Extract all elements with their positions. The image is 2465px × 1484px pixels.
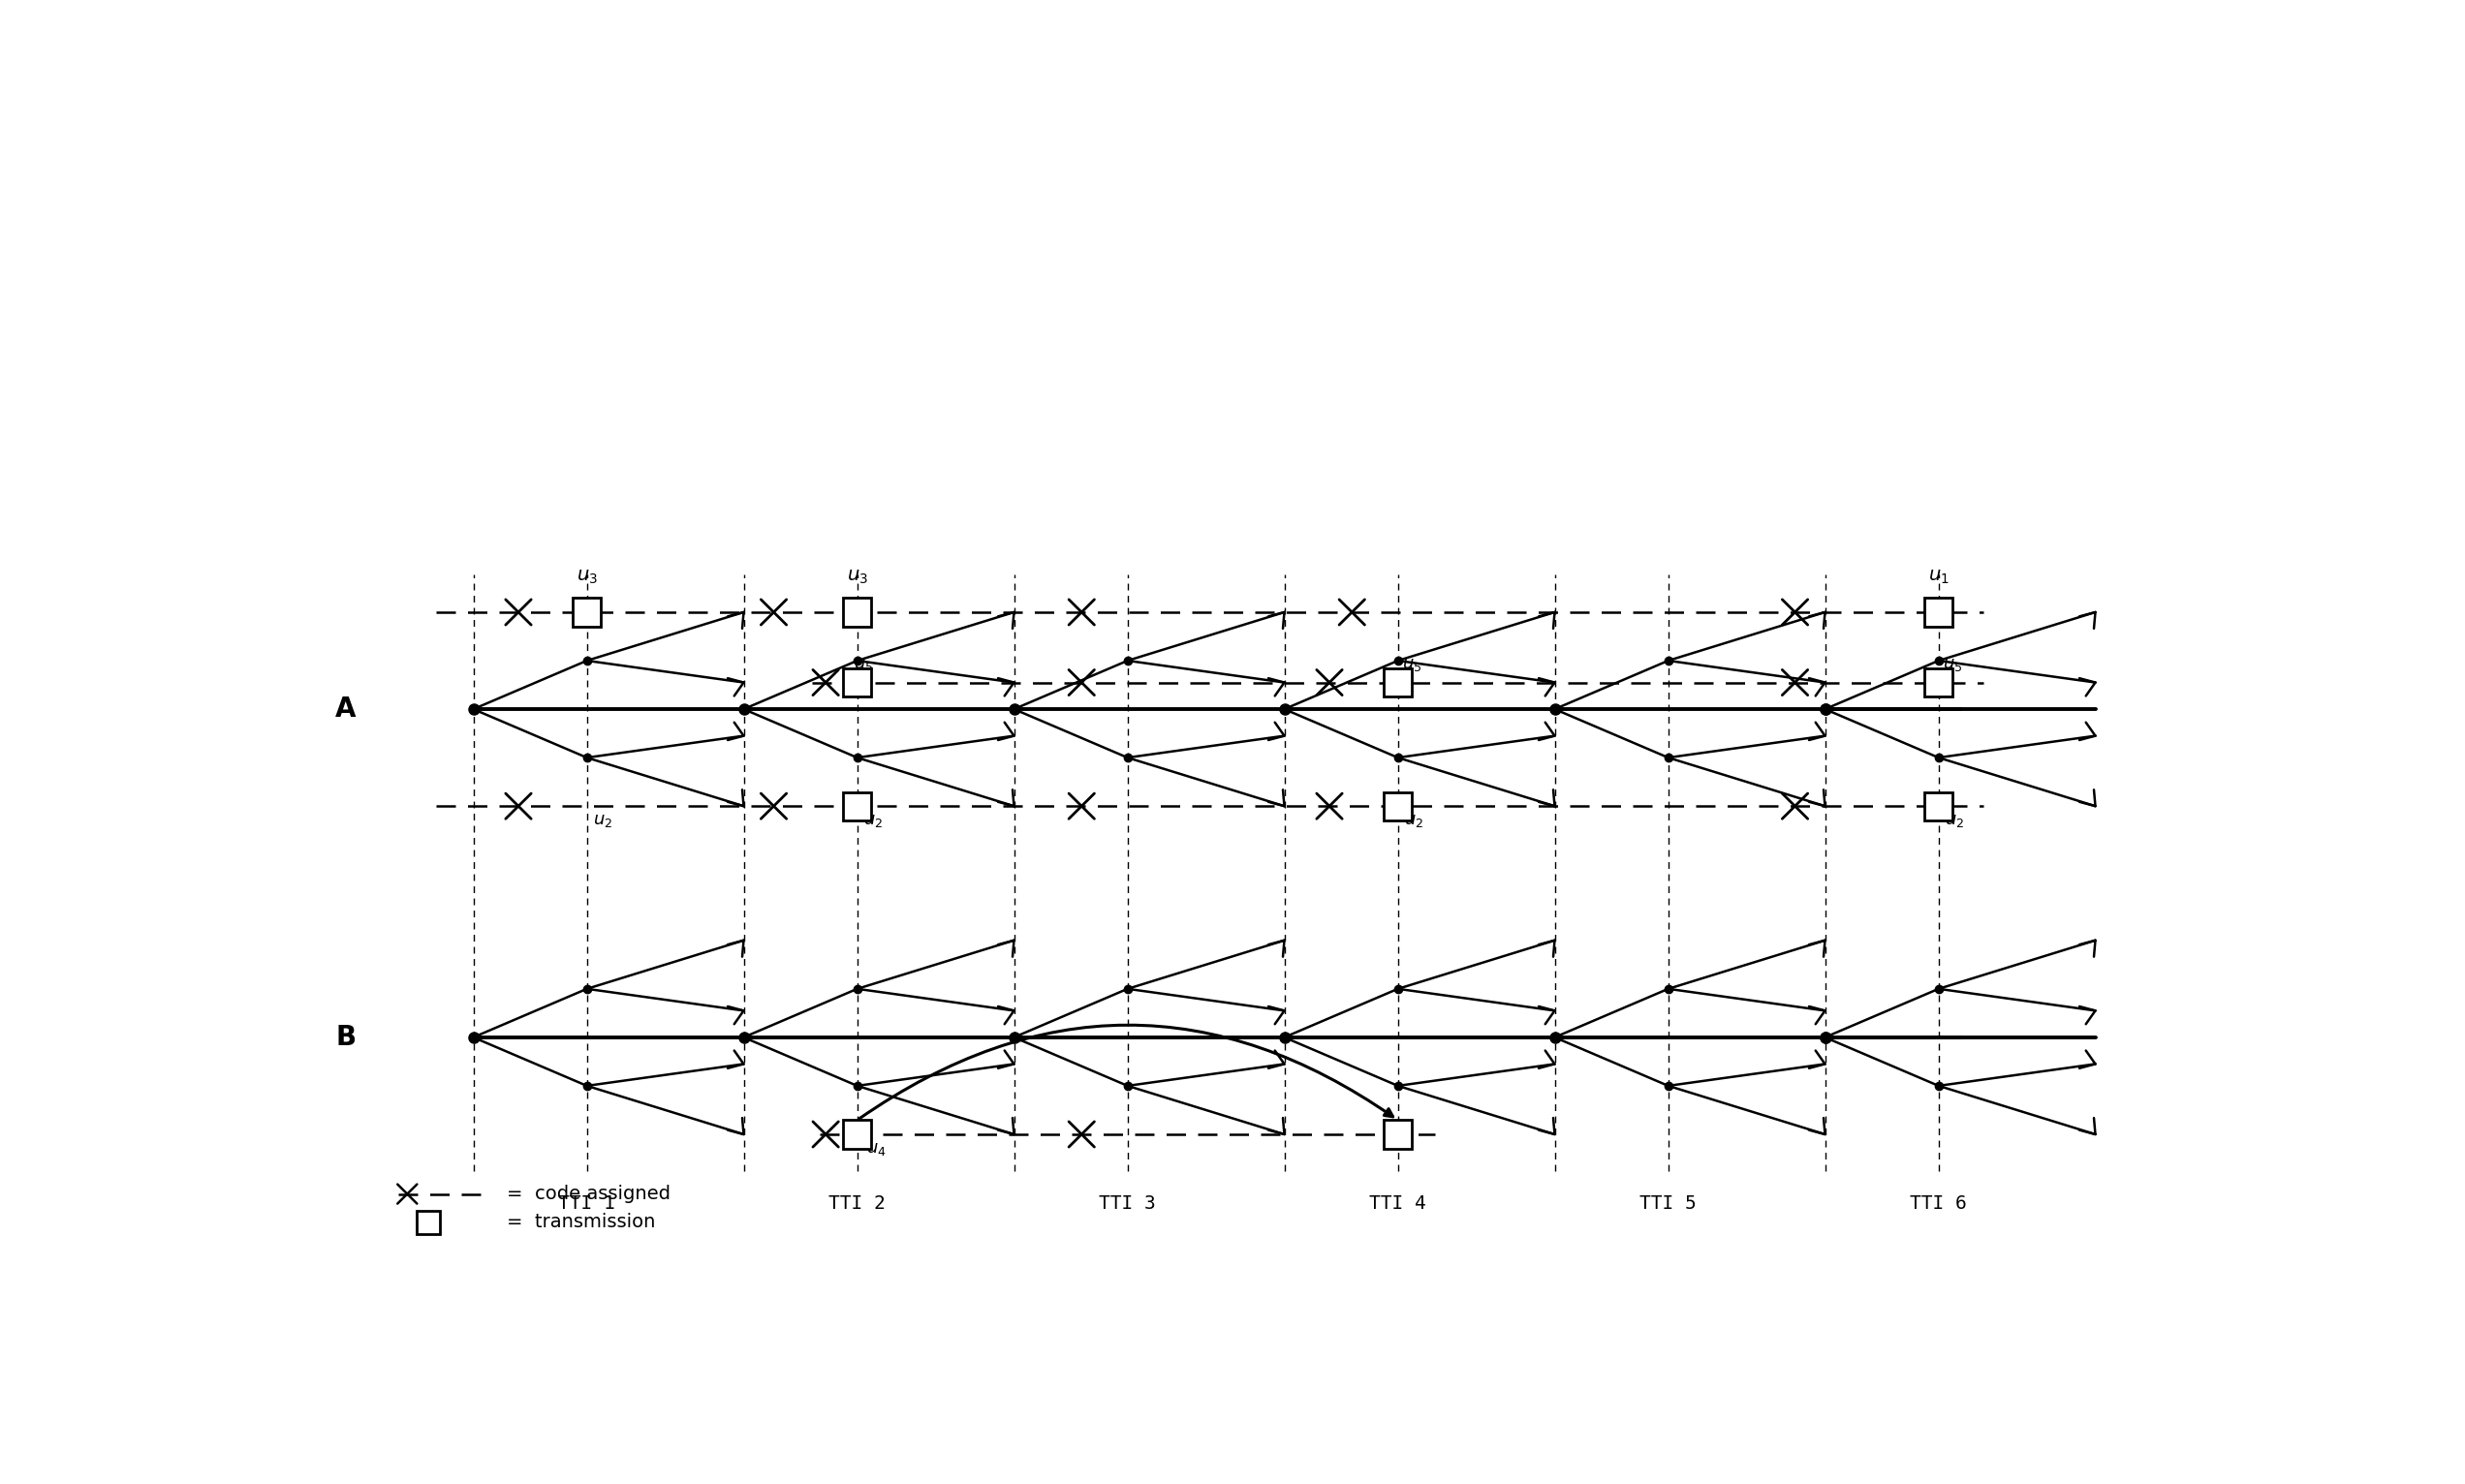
- Text: $u_2$: $u_2$: [863, 812, 882, 830]
- Bar: [1383, 668, 1412, 696]
- Text: $u_5$: $u_5$: [853, 656, 873, 674]
- Text: $u_2$: $u_2$: [1405, 812, 1422, 830]
- Text: =  code assigned: = code assigned: [508, 1184, 670, 1204]
- Bar: [1925, 598, 1952, 626]
- Text: TTI 1: TTI 1: [560, 1195, 616, 1212]
- Text: TTI 6: TTI 6: [1910, 1195, 1967, 1212]
- Bar: [843, 1120, 873, 1149]
- Text: $u_2$: $u_2$: [1945, 812, 1965, 830]
- FancyArrowPatch shape: [860, 1025, 1393, 1119]
- Text: $u_3$: $u_3$: [577, 568, 597, 586]
- Text: A: A: [335, 696, 355, 723]
- Bar: [1925, 668, 1952, 696]
- Bar: [843, 598, 873, 626]
- Text: TTI 3: TTI 3: [1099, 1195, 1156, 1212]
- Text: $u_2$: $u_2$: [594, 812, 611, 830]
- Bar: [1383, 1120, 1412, 1149]
- Bar: [1383, 792, 1412, 821]
- Bar: [1925, 792, 1952, 821]
- Text: $u_4$: $u_4$: [865, 1140, 887, 1158]
- Bar: [572, 598, 601, 626]
- Text: =  transmission: = transmission: [508, 1212, 656, 1232]
- Text: $u_5$: $u_5$: [1942, 656, 1962, 674]
- Bar: [843, 668, 873, 696]
- Text: TTI 4: TTI 4: [1371, 1195, 1427, 1212]
- Text: B: B: [335, 1024, 355, 1051]
- Text: TTI 5: TTI 5: [1639, 1195, 1696, 1212]
- Text: $u_1$: $u_1$: [1928, 568, 1950, 586]
- Bar: [417, 1211, 441, 1235]
- Text: TTI 2: TTI 2: [828, 1195, 885, 1212]
- Text: $u_3$: $u_3$: [845, 568, 868, 586]
- Bar: [843, 792, 873, 821]
- Text: $u_5$: $u_5$: [1403, 656, 1422, 674]
